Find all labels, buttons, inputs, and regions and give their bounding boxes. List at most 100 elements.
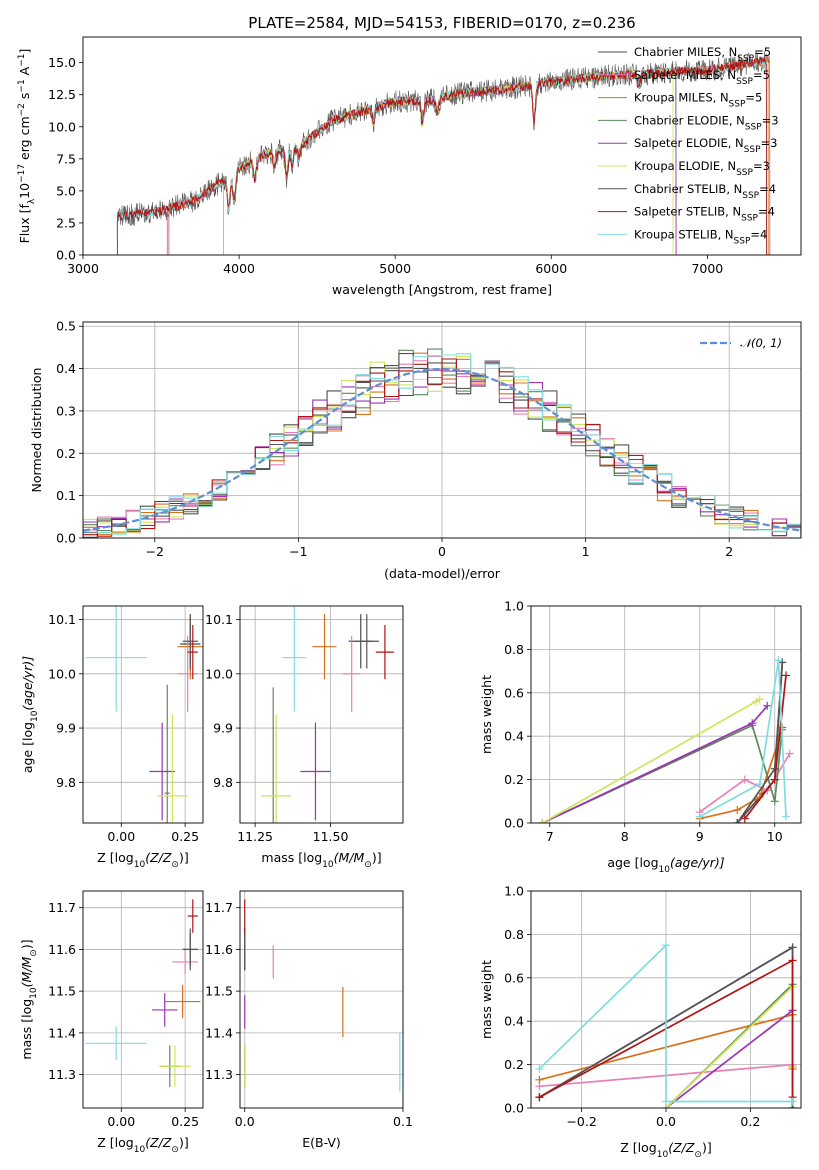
x-axis-label: (data-model)/error: [384, 566, 501, 581]
legend-entry: Salpeter MILES, NSSP=5: [634, 68, 770, 87]
x-axis-label-part: (Z/Z: [145, 1135, 172, 1150]
axes-frame: [82, 321, 802, 539]
y-tick-label: 0.5: [56, 319, 76, 334]
x-axis-label-part: )]: [702, 1140, 712, 1155]
weight-series-5: [665, 984, 794, 1108]
legend-entry: Chabrier MILES, NSSP=5: [634, 45, 771, 64]
y-axis-label-part: age [log: [20, 722, 35, 773]
x-axis-label: E(B-V): [302, 1135, 341, 1150]
x-axis-label-part: 10: [659, 865, 671, 875]
x-axis-label-part: ⊙: [171, 860, 179, 870]
y-axis-label: Normed distribution: [29, 368, 44, 493]
error-bars: [244, 899, 401, 1092]
x-tick-label: 0.25: [171, 829, 199, 844]
x-tick-label: −2: [146, 544, 164, 559]
x-tick-label: 0.0: [656, 1114, 676, 1129]
x-axis-label-part: (age/yr)]: [670, 855, 725, 870]
y-tick-label: 1.0: [504, 884, 524, 899]
y-tick-label: 10.0: [48, 666, 76, 681]
y-axis-label-part: A: [17, 66, 32, 79]
x-tick-label: 7: [546, 829, 554, 844]
y-tick-label: 7.5: [56, 151, 76, 166]
y-tick-label: 0.8: [504, 927, 524, 942]
legend-entry-part: SSP: [736, 168, 753, 178]
x-tick-label: 0: [438, 544, 446, 559]
y-axis-label-part: erg cm: [17, 116, 32, 164]
x-tick-label: 4000: [223, 261, 255, 276]
error-bars: [261, 606, 394, 823]
x-tick-label: 3000: [67, 261, 99, 276]
y-tick-label: 2.5: [56, 215, 76, 230]
y-tick-label: 9.8: [213, 775, 233, 790]
y-tick-label: 0.6: [504, 970, 524, 985]
x-tick-label: 9: [696, 829, 704, 844]
legend-entry: Salpeter ELODIE, NSSP=3: [634, 136, 777, 155]
legend-entry-part: SSP: [742, 191, 759, 201]
y-axis-label: mass weight: [479, 960, 494, 1039]
axes-frame: [239, 890, 404, 1109]
weight-series-3: [541, 724, 784, 823]
spectrum-series-7: [116, 56, 768, 255]
legend-entry-part: =4: [759, 182, 776, 196]
y-tick-label: 12.5: [48, 87, 76, 102]
y-axis-label-part: ⊙: [29, 949, 39, 957]
axes-frame: [530, 605, 802, 824]
axes-frame: [82, 605, 204, 824]
y-axis-label-part: s: [17, 93, 32, 104]
axes-frame: [82, 36, 802, 256]
x-axis-label-part: )]: [372, 850, 382, 865]
legend-entry-part: SSP: [741, 214, 758, 224]
y-axis-label: Flux [fλ10−17 erg cm−2 s−1 A−1]: [17, 49, 37, 244]
legend-entry-part: Kroupa ELODIE, N: [634, 159, 736, 173]
y-tick-label: 0.4: [504, 729, 524, 744]
x-tick-label: 10: [767, 829, 783, 844]
y-tick-label: 0.4: [56, 361, 76, 376]
y-axis-label-part: −1: [17, 79, 27, 92]
x-tick-label: 1: [582, 544, 590, 559]
x-tick-label: 11.25: [237, 829, 273, 844]
y-tick-label: 11.4: [205, 1025, 233, 1040]
histogram-series-8: [83, 353, 801, 538]
weight-series-2: [699, 729, 784, 820]
y-tick-label: 10.1: [48, 612, 76, 627]
legend-entry-part: SSP: [729, 100, 746, 110]
legend-entry-part: =5: [754, 45, 771, 59]
y-tick-label: 10.1: [205, 612, 233, 627]
x-axis-label-part: 10: [134, 1145, 146, 1155]
y-axis-label-part: λ: [27, 198, 37, 204]
legend-entry: 𝒩(0, 1): [740, 336, 782, 350]
weight-lines: [538, 656, 794, 823]
legend-entry-part: Salpeter MILES, N: [634, 68, 736, 82]
y-tick-label: 0.2: [56, 446, 76, 461]
legend-entry-part: =3: [762, 113, 779, 127]
y-axis-label-part: 10: [30, 710, 40, 722]
legend-entry: Chabrier STELIB, NSSP=4: [634, 182, 776, 201]
weight-series-8: [538, 943, 793, 1103]
legend-entry: Kroupa ELODIE, NSSP=3: [634, 159, 770, 178]
y-axis-label: mass weight: [479, 675, 494, 754]
x-axis-label: wavelength [Angstrom, rest frame]: [332, 282, 552, 297]
x-axis-label: age [log10(age/yr)]: [607, 855, 724, 875]
legend-entry-part: =3: [761, 136, 778, 150]
legend-entry-part: Salpeter ELODIE, N: [634, 136, 744, 150]
x-tick-label: 0.25: [171, 1114, 199, 1129]
y-tick-label: 11.7: [48, 900, 76, 915]
x-tick-label: 6000: [535, 261, 567, 276]
y-axis-label-part: ]: [17, 49, 32, 54]
x-tick-label: 8: [621, 829, 629, 844]
y-tick-label: 0.8: [504, 642, 524, 657]
x-axis-label-part: mass [log: [261, 850, 322, 865]
weight-series-4: [541, 705, 768, 823]
legend-entry: Kroupa MILES, NSSP=5: [634, 91, 762, 110]
y-axis-label-part: −17: [17, 164, 27, 183]
legend-entry-part: =4: [750, 227, 767, 241]
x-tick-label: 0.00: [107, 1114, 135, 1129]
x-axis-label-part: Z [log: [97, 1135, 133, 1150]
legend-entry-part: =5: [753, 68, 770, 82]
legend-entry-part: Chabrier ELODIE, N: [634, 113, 745, 127]
x-axis-label: Z [log10(Z/Z⊙)]: [620, 1140, 711, 1160]
y-axis-label-part: )]: [19, 939, 34, 949]
y-tick-label: 9.9: [213, 721, 233, 736]
